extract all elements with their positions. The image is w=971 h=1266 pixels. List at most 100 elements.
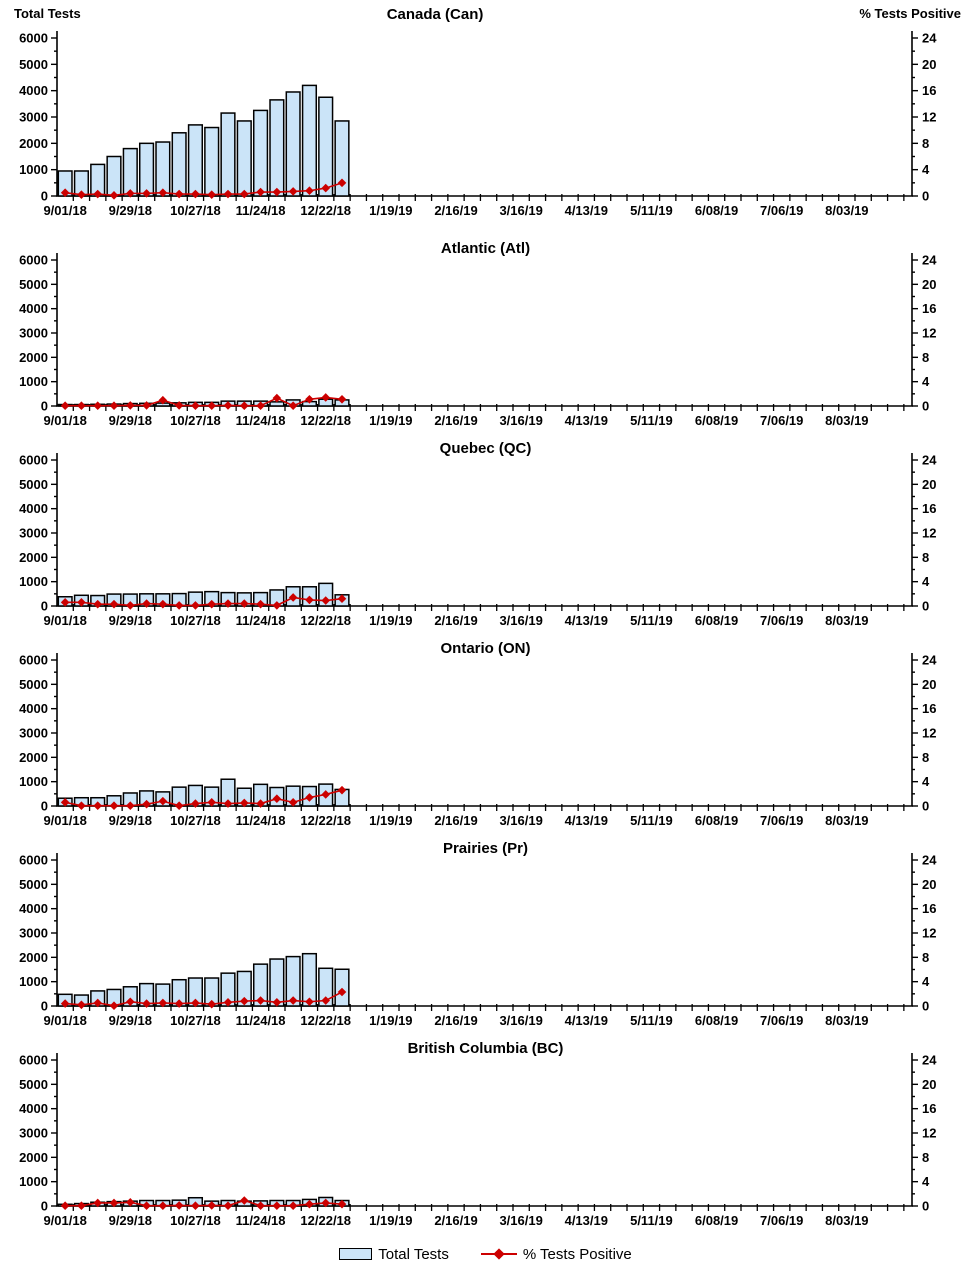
svg-text:3000: 3000	[19, 1126, 48, 1141]
chart-atlantic: Atlantic (Atl) 0 1000 2000 3000 4000 5000 6000…	[0, 238, 971, 438]
svg-text:3000: 3000	[19, 526, 48, 541]
data-point	[256, 187, 265, 197]
y-axis-left: 0 1000 2000 3000 4000 5000 6000	[19, 653, 57, 814]
data-point	[142, 599, 151, 608]
svg-text:6000: 6000	[19, 453, 48, 468]
svg-text:12: 12	[922, 326, 936, 341]
data-point	[288, 593, 298, 602]
svg-text:10/27/18: 10/27/18	[170, 1213, 221, 1228]
data-point	[60, 401, 70, 410]
data-point	[305, 793, 314, 802]
bar	[269, 99, 285, 197]
data-point	[77, 190, 86, 199]
data-point	[142, 401, 151, 410]
data-point	[191, 998, 200, 1008]
svg-text:6/08/19: 6/08/19	[695, 203, 738, 218]
data-point	[239, 996, 249, 1006]
data-point	[288, 798, 298, 807]
svg-text:9/01/18: 9/01/18	[43, 1213, 86, 1228]
svg-text:6/08/19: 6/08/19	[695, 813, 738, 828]
svg-text:5000: 5000	[19, 477, 48, 492]
data-point	[174, 801, 184, 810]
y-axis-right: 0 4 8 12 16 20 24	[912, 853, 937, 1014]
data-point	[305, 595, 314, 605]
svg-text:12/22/18: 12/22/18	[300, 813, 351, 828]
data-point	[239, 189, 249, 199]
svg-text:7/06/19: 7/06/19	[760, 1013, 803, 1028]
svg-text:12/22/18: 12/22/18	[300, 413, 351, 428]
svg-text:2000: 2000	[19, 750, 48, 765]
data-point	[109, 801, 119, 810]
svg-text:3/16/19: 3/16/19	[499, 1013, 542, 1028]
svg-text:5000: 5000	[19, 1077, 48, 1092]
svg-text:3000: 3000	[19, 926, 48, 941]
svg-text:1/19/19: 1/19/19	[369, 813, 412, 828]
legend-total-tests-label: Total Tests	[378, 1245, 449, 1263]
data-point	[93, 998, 103, 1008]
bar	[204, 126, 220, 197]
svg-text:8: 8	[922, 136, 929, 151]
svg-text:4000: 4000	[19, 1101, 48, 1116]
svg-text:0: 0	[922, 799, 929, 814]
data-point	[109, 599, 119, 609]
svg-text:0: 0	[41, 999, 48, 1014]
data-point	[207, 190, 217, 199]
svg-text:1000: 1000	[19, 974, 48, 989]
data-point	[223, 189, 233, 199]
svg-text:12: 12	[922, 1126, 936, 1141]
svg-text:1/19/19: 1/19/19	[369, 1213, 412, 1228]
svg-text:4/13/19: 4/13/19	[565, 1013, 608, 1028]
legend-item-total-tests: Total Tests	[339, 1246, 449, 1263]
svg-text:3/16/19: 3/16/19	[499, 203, 542, 218]
svg-text:7/06/19: 7/06/19	[760, 1213, 803, 1228]
data-point	[158, 796, 168, 806]
svg-text:6/08/19: 6/08/19	[695, 1013, 738, 1028]
data-point	[142, 799, 151, 809]
data-point	[239, 401, 249, 410]
percent-positive-markers	[60, 178, 347, 200]
svg-text:24: 24	[922, 853, 937, 868]
svg-text:12/22/18: 12/22/18	[300, 613, 351, 628]
chart-quebec-plot: 0 1000 2000 3000 4000 5000 6000 0 4 8 12 16 20 24 9/01…	[0, 438, 971, 643]
data-point	[272, 998, 282, 1007]
x-axis: 9/01/18 9/29/18 10/27/18 11/24/18 12/22/18 1/…	[43, 804, 905, 828]
x-axis: 9/01/18 9/29/18 10/27/18 11/24/18 12/22/18 1/…	[43, 404, 905, 428]
data-point	[77, 1201, 86, 1210]
svg-text:24: 24	[922, 1053, 937, 1068]
svg-text:16: 16	[922, 1101, 936, 1116]
svg-text:5000: 5000	[19, 57, 48, 72]
svg-text:2000: 2000	[19, 1150, 48, 1165]
svg-text:9/01/18: 9/01/18	[43, 813, 86, 828]
svg-text:24: 24	[922, 253, 937, 268]
data-point	[223, 799, 233, 808]
svg-text:2000: 2000	[19, 550, 48, 565]
data-point	[321, 393, 331, 402]
chart-british-columbia-plot: 0 1000 2000 3000 4000 5000 6000 0 4 8 12 16 20 24 9/01…	[0, 1038, 971, 1243]
svg-text:9/29/18: 9/29/18	[109, 413, 152, 428]
data-point	[207, 599, 217, 609]
percent-positive-swatch-icon	[480, 1248, 517, 1260]
svg-text:0: 0	[41, 599, 48, 614]
bar	[106, 155, 122, 197]
chart-ontario: Ontario (ON) 0 1000 2000 3000 4000 5000 6000 0 4…	[0, 638, 971, 838]
svg-text:2000: 2000	[19, 350, 48, 365]
svg-text:24: 24	[922, 31, 937, 46]
data-point	[158, 395, 168, 405]
svg-text:3000: 3000	[19, 726, 48, 741]
y-axis-left: 0 1000 2000 3000 4000 5000 6000	[19, 1053, 57, 1214]
y-axis-right: 0 4 8 12 16 20 24	[912, 31, 937, 204]
percent-positive-markers	[60, 393, 347, 410]
svg-text:4/13/19: 4/13/19	[565, 1213, 608, 1228]
svg-text:0: 0	[41, 1199, 48, 1214]
svg-text:12: 12	[922, 110, 936, 125]
y-axis-right: 0 4 8 12 16 20 24	[912, 253, 937, 414]
svg-text:16: 16	[922, 83, 936, 98]
svg-text:9/29/18: 9/29/18	[109, 203, 152, 218]
data-point	[142, 999, 151, 1008]
svg-text:4: 4	[922, 162, 930, 177]
svg-text:6/08/19: 6/08/19	[695, 1213, 738, 1228]
bar	[285, 955, 301, 1007]
data-point	[337, 395, 347, 404]
data-point	[288, 401, 298, 410]
bar	[269, 401, 285, 407]
